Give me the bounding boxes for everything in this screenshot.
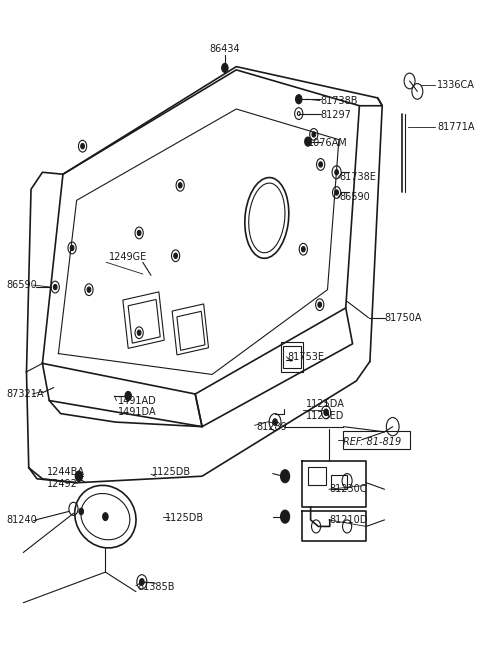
Circle shape	[137, 330, 141, 335]
Text: 86590: 86590	[339, 192, 370, 202]
Circle shape	[318, 302, 322, 307]
Circle shape	[70, 245, 74, 251]
Bar	[280, 342, 303, 372]
Circle shape	[125, 392, 132, 401]
Circle shape	[222, 64, 228, 73]
Text: REF. 81-819: REF. 81-819	[344, 437, 402, 447]
Text: 1125DB: 1125DB	[152, 467, 191, 477]
Circle shape	[79, 508, 84, 515]
Text: 81771A: 81771A	[437, 122, 474, 132]
Text: 1244BA: 1244BA	[47, 467, 85, 477]
Text: 12492: 12492	[47, 479, 78, 489]
Circle shape	[53, 284, 57, 290]
Bar	[331, 475, 347, 489]
Circle shape	[87, 287, 91, 292]
Circle shape	[179, 183, 182, 188]
Text: 1336CA: 1336CA	[437, 80, 475, 90]
Circle shape	[273, 419, 277, 425]
Circle shape	[280, 510, 289, 523]
Text: 81210D: 81210D	[330, 515, 368, 525]
Text: 1125DA: 1125DA	[306, 400, 345, 409]
Circle shape	[335, 170, 338, 175]
Circle shape	[312, 132, 316, 137]
Circle shape	[305, 137, 311, 146]
Text: 81385B: 81385B	[137, 582, 175, 592]
Bar	[172, 304, 208, 355]
Text: 1076AM: 1076AM	[308, 138, 348, 148]
Circle shape	[301, 246, 305, 252]
Text: 1491DA: 1491DA	[118, 407, 156, 417]
Bar	[283, 346, 300, 368]
Circle shape	[81, 143, 84, 149]
Circle shape	[75, 471, 83, 481]
Text: 81240: 81240	[6, 515, 36, 525]
Bar	[308, 467, 326, 485]
Circle shape	[324, 409, 328, 415]
Text: 87321A: 87321A	[6, 389, 44, 399]
Text: 86434: 86434	[210, 44, 240, 54]
Text: 1491AD: 1491AD	[118, 396, 156, 405]
Circle shape	[335, 190, 338, 195]
Text: 81738E: 81738E	[339, 172, 376, 183]
Circle shape	[296, 95, 302, 103]
Bar	[128, 299, 160, 343]
Text: 81297: 81297	[321, 110, 351, 120]
Text: 81750A: 81750A	[384, 312, 422, 323]
Text: 81289: 81289	[256, 422, 287, 432]
Text: 81738B: 81738B	[321, 96, 358, 105]
Text: 1249GE: 1249GE	[108, 252, 147, 262]
Circle shape	[137, 231, 141, 236]
Circle shape	[280, 470, 289, 483]
Text: 81230C: 81230C	[330, 484, 367, 495]
Bar	[177, 311, 205, 350]
Bar	[123, 292, 164, 348]
Text: 1125DB: 1125DB	[165, 513, 204, 523]
Circle shape	[140, 578, 144, 585]
Bar	[343, 431, 410, 449]
Text: 81753E: 81753E	[288, 352, 325, 362]
Text: 1129ED: 1129ED	[306, 411, 345, 421]
Circle shape	[174, 253, 178, 258]
Circle shape	[319, 162, 323, 167]
Circle shape	[103, 513, 108, 521]
Text: 86590: 86590	[6, 280, 36, 290]
